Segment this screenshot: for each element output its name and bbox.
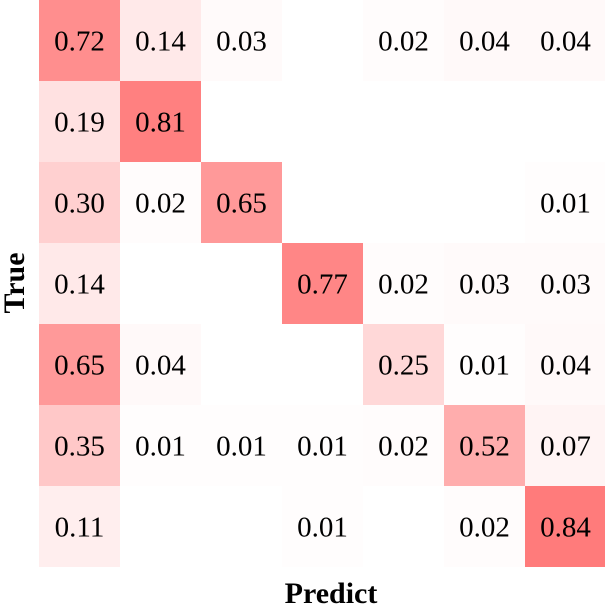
heatmap-cell-r2-c1 xyxy=(120,162,201,243)
cell-value-r0-c5: 0.04 xyxy=(459,26,510,58)
cell-value-r0-c4: 0.02 xyxy=(378,26,429,58)
cell-value-r2-c2: 0.65 xyxy=(216,188,267,220)
heatmap-cell-r5-c1 xyxy=(120,405,201,486)
heatmap-cell-r4-c6 xyxy=(525,324,605,405)
heatmap-cells xyxy=(39,0,605,567)
cell-value-r1-c0: 0.19 xyxy=(54,107,105,139)
heatmap-cell-r1-c0 xyxy=(39,81,120,162)
heatmap-cell-r0-c4 xyxy=(363,0,444,81)
heatmap-cell-r4-c5 xyxy=(444,324,525,405)
cell-value-r2-c0: 0.30 xyxy=(54,188,105,220)
cell-value-r5-c1: 0.01 xyxy=(135,431,186,463)
cell-value-r0-c2: 0.03 xyxy=(216,26,267,58)
heatmap-cell-r6-c1 xyxy=(120,486,201,567)
heatmap-cell-r6-c2 xyxy=(201,486,282,567)
heatmap-cell-r1-c1 xyxy=(120,81,201,162)
heatmap-cell-r4-c1 xyxy=(120,324,201,405)
cell-value-r5-c0: 0.35 xyxy=(54,431,105,463)
cell-value-r4-c1: 0.04 xyxy=(135,350,186,382)
heatmap-cell-r3-c1 xyxy=(120,243,201,324)
cell-value-r5-c5: 0.52 xyxy=(459,431,510,463)
cell-value-r3-c5: 0.03 xyxy=(459,269,510,301)
cell-value-r5-c6: 0.07 xyxy=(540,431,591,463)
heatmap-cell-r0-c5 xyxy=(444,0,525,81)
heatmap-cell-r4-c4 xyxy=(363,324,444,405)
heatmap-cell-r3-c6 xyxy=(525,243,605,324)
heatmap-cell-r1-c2 xyxy=(201,81,282,162)
heatmap-cell-labels: 0.72 0.14 0.03 0.02 0.04 0.04 0.19 0.81 0.30 0.02… xyxy=(54,26,591,544)
cell-value-r6-c6: 0.84 xyxy=(540,512,591,544)
cell-value-r0-c0: 0.72 xyxy=(54,26,105,58)
cell-value-r5-c3: 0.01 xyxy=(297,431,348,463)
heatmap-cell-r3-c4 xyxy=(363,243,444,324)
cell-value-r4-c0: 0.65 xyxy=(54,350,105,382)
cell-value-r0-c1: 0.14 xyxy=(135,26,186,58)
heatmap-cell-r0-c1 xyxy=(120,0,201,81)
cell-value-r3-c6: 0.03 xyxy=(540,269,591,301)
heatmap-cell-r0-c6 xyxy=(525,0,605,81)
cell-value-r4-c4: 0.25 xyxy=(378,350,429,382)
heatmap-cell-r2-c2 xyxy=(201,162,282,243)
heatmap-cell-r4-c2 xyxy=(201,324,282,405)
heatmap-cell-r6-c3 xyxy=(282,486,363,567)
heatmap-cell-r5-c5 xyxy=(444,405,525,486)
heatmap-cell-r5-c4 xyxy=(363,405,444,486)
cell-value-r5-c2: 0.01 xyxy=(216,431,267,463)
heatmap-cell-r1-c4 xyxy=(363,81,444,162)
heatmap-cell-r4-c3 xyxy=(282,324,363,405)
heatmap-cell-r1-c6 xyxy=(525,81,605,162)
cell-value-r3-c4: 0.02 xyxy=(378,269,429,301)
cell-value-r3-c3: 0.77 xyxy=(297,269,348,301)
cell-value-r4-c6: 0.04 xyxy=(540,350,591,382)
heatmap-cell-r3-c2 xyxy=(201,243,282,324)
heatmap-cell-r5-c3 xyxy=(282,405,363,486)
heatmap-cell-r6-c6 xyxy=(525,486,605,567)
heatmap-cell-r0-c3 xyxy=(282,0,363,81)
heatmap-cell-r2-c6 xyxy=(525,162,605,243)
cell-value-r2-c1: 0.02 xyxy=(135,188,186,220)
heatmap-cell-r3-c5 xyxy=(444,243,525,324)
heatmap-cell-r0-c2 xyxy=(201,0,282,81)
y-axis-title: True xyxy=(0,252,31,313)
heatmap-cell-r2-c4 xyxy=(363,162,444,243)
heatmap-cell-r5-c0 xyxy=(39,405,120,486)
cell-value-r4-c5: 0.01 xyxy=(459,350,510,382)
x-axis-title: Predict xyxy=(285,577,378,605)
heatmap-cell-r6-c0 xyxy=(39,486,120,567)
heatmap-cell-r6-c4 xyxy=(363,486,444,567)
heatmap-cell-r0-c0 xyxy=(39,0,120,81)
heatmap-cell-r2-c0 xyxy=(39,162,120,243)
cell-value-r2-c6: 0.01 xyxy=(540,188,591,220)
heatmap-cell-r5-c6 xyxy=(525,405,605,486)
heatmap-cell-r1-c5 xyxy=(444,81,525,162)
heatmap-cell-r2-c5 xyxy=(444,162,525,243)
heatmap-cell-r6-c5 xyxy=(444,486,525,567)
cell-value-r5-c4: 0.02 xyxy=(378,431,429,463)
cell-value-r6-c3: 0.01 xyxy=(297,512,348,544)
cell-value-r1-c1: 0.81 xyxy=(135,107,186,139)
cell-value-r6-c5: 0.02 xyxy=(459,512,510,544)
heatmap-cell-r1-c3 xyxy=(282,81,363,162)
cell-value-r6-c0: 0.11 xyxy=(55,512,105,544)
heatmap-cell-r4-c0 xyxy=(39,324,120,405)
heatmap-cell-r2-c3 xyxy=(282,162,363,243)
heatmap-cell-r3-c0 xyxy=(39,243,120,324)
cell-value-r3-c0: 0.14 xyxy=(54,269,105,301)
cell-value-r0-c6: 0.04 xyxy=(540,26,591,58)
heatmap-cell-r3-c3 xyxy=(282,243,363,324)
heatmap-cell-r5-c2 xyxy=(201,405,282,486)
